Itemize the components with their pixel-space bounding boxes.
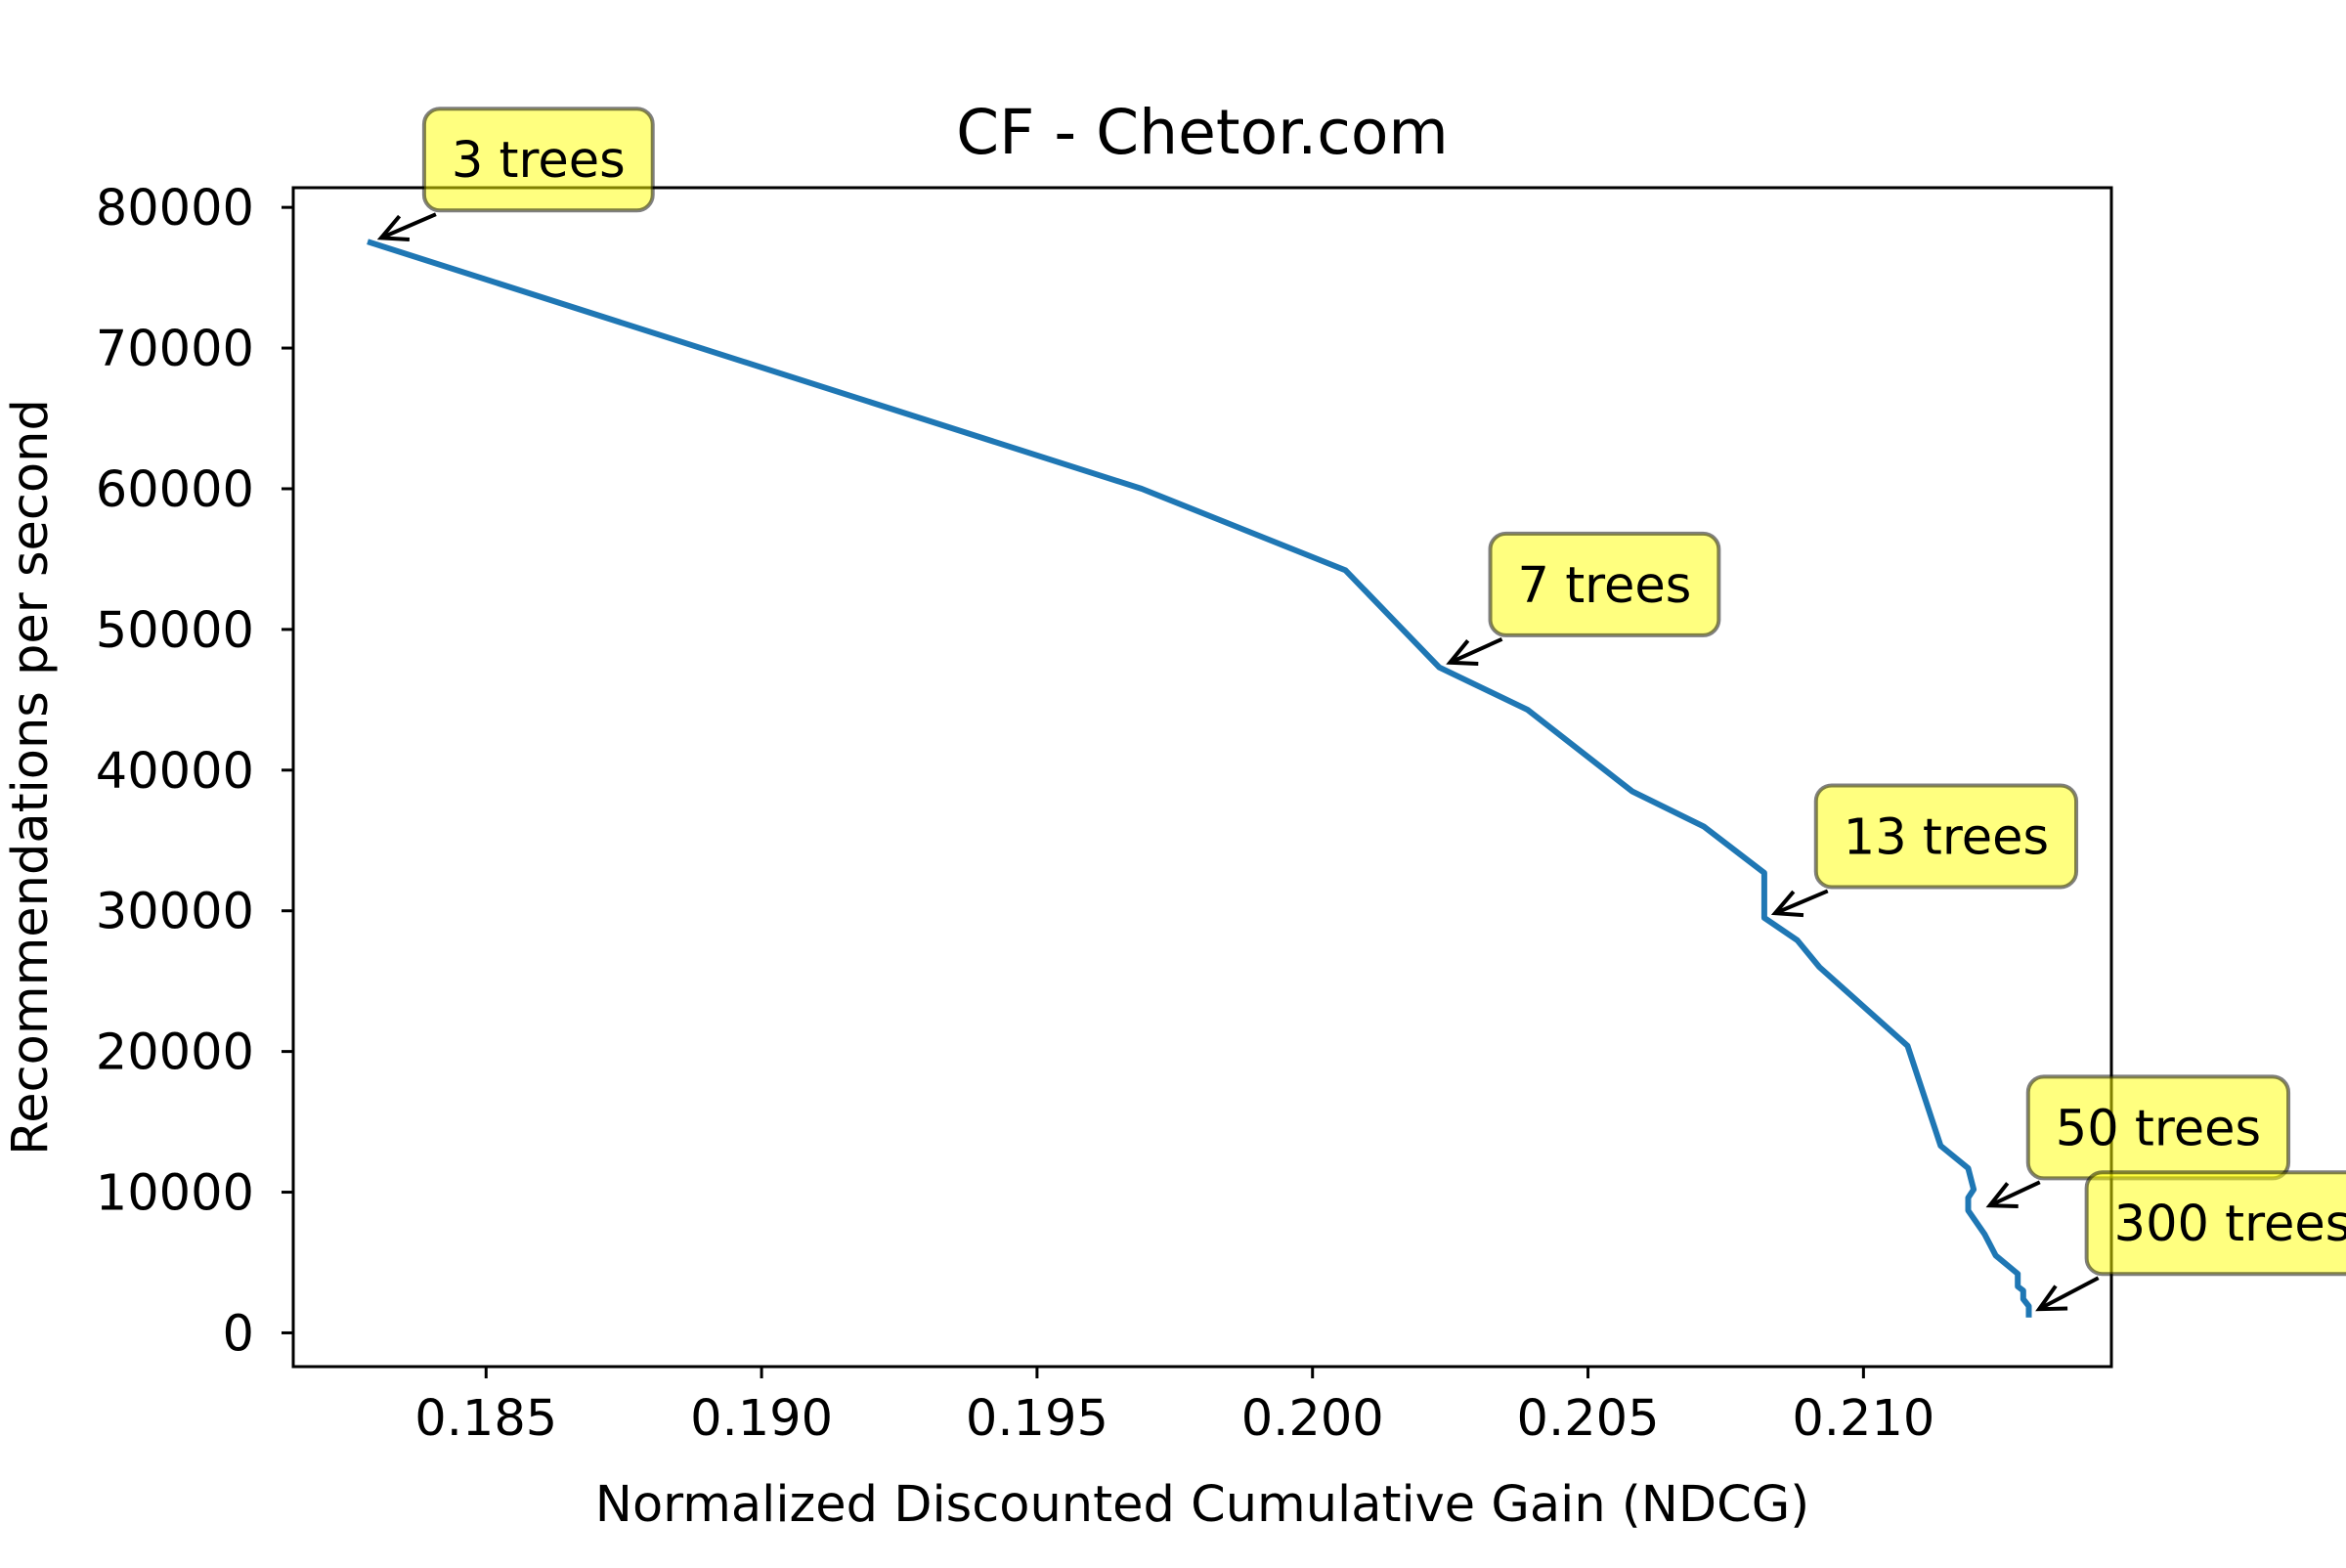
y-tick-label: 0	[223, 1305, 254, 1363]
y-tick-label: 20000	[96, 1024, 254, 1082]
x-tick-label: 0.195	[966, 1390, 1108, 1448]
annotation-label: 7 trees	[1518, 557, 1692, 615]
x-axis-label: Normalized Discounted Cumulative Gain (N…	[595, 1476, 1809, 1534]
x-tick-label: 0.205	[1517, 1390, 1660, 1448]
x-tick-label: 0.200	[1241, 1390, 1384, 1448]
annotation-label: 13 trees	[1844, 808, 2049, 866]
annotation-label: 50 trees	[2056, 1100, 2261, 1157]
x-tick-label: 0.185	[414, 1390, 557, 1448]
x-tick-label: 0.210	[1792, 1390, 1934, 1448]
y-tick-label: 70000	[96, 321, 254, 378]
y-tick-label: 80000	[96, 180, 254, 238]
annotation-label: 3 trees	[452, 132, 626, 190]
y-axis-label: Recommendations per second	[2, 399, 60, 1155]
chart-title: CF - Chetor.com	[956, 97, 1449, 168]
y-tick-label: 40000	[96, 743, 254, 801]
y-tick-label: 10000	[96, 1165, 254, 1223]
annotation-label: 300 trees	[2114, 1196, 2346, 1253]
x-tick-label: 0.190	[690, 1390, 833, 1448]
y-tick-label: 60000	[96, 461, 254, 519]
y-tick-label: 30000	[96, 884, 254, 941]
y-tick-label: 50000	[96, 602, 254, 660]
